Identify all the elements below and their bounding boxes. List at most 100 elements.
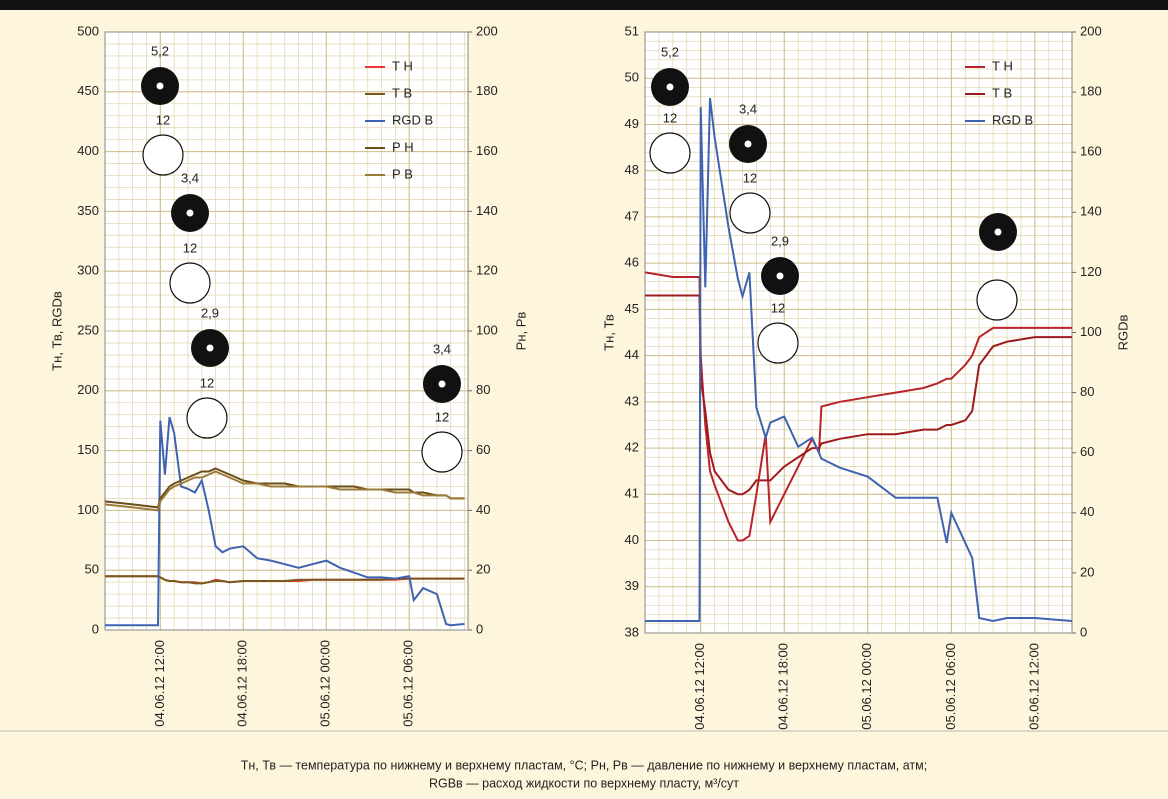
y-tick-label: 50 (625, 70, 639, 85)
marker-circle (186, 397, 228, 439)
annotation: 3,4 (739, 101, 757, 116)
y-tick-label: 50 (85, 562, 99, 577)
y-tick-label: 250 (77, 322, 99, 337)
y2-tick-label: 140 (476, 203, 498, 218)
legend-label: Т Н (992, 58, 1013, 73)
legend-label: Р Н (392, 139, 414, 154)
legend-label: Т В (992, 85, 1012, 100)
y2-tick-label: 60 (476, 442, 490, 457)
legend-label: Т Н (392, 58, 413, 73)
annotation: 2,9 (201, 305, 219, 320)
y2-tick-label: 120 (1080, 264, 1102, 279)
y2-tick-label: 180 (1080, 84, 1102, 99)
y-tick-label: 46 (625, 255, 639, 270)
marker-hole (438, 380, 446, 388)
y-tick-label: 43 (625, 393, 639, 408)
x-tick-label: 05.06.12 12:00 (1026, 643, 1041, 730)
plot-frame (644, 31, 1073, 634)
marker-circle (421, 431, 463, 473)
annotation: 3,4 (433, 341, 451, 356)
marker-hole (186, 209, 194, 217)
y-tick-label: 38 (625, 624, 639, 639)
x-tick-label: 05.06.12 00:00 (318, 640, 333, 727)
annotation: 2,9 (771, 233, 789, 248)
marker-circle (757, 322, 799, 364)
legend-label: RGD В (992, 112, 1033, 127)
annotation: 12 (183, 240, 197, 255)
y2-tick-label: 20 (1080, 564, 1094, 579)
plot-area (645, 32, 1072, 633)
y2-tick-label: 80 (476, 382, 490, 397)
annotation: 12 (435, 409, 449, 424)
y-tick-label: 300 (77, 263, 99, 278)
x-tick-label: 05.06.12 06:00 (943, 643, 958, 730)
y-tick-label: 48 (625, 162, 639, 177)
legend-label: RGD В (392, 112, 433, 127)
y2-tick-label: 200 (1080, 23, 1102, 38)
caption-line: Тн, Тв — температура по нижнему и верхне… (241, 758, 927, 772)
y-tick-label: 40 (625, 532, 639, 547)
y2-tick-label: 160 (476, 143, 498, 158)
series-line (105, 575, 465, 585)
y2-tick-label: 60 (1080, 444, 1094, 459)
y-tick-label: 49 (625, 116, 639, 131)
y2-tick-label: 100 (476, 322, 498, 337)
y-tick-label: 44 (625, 347, 639, 362)
series-line (645, 97, 1073, 623)
x-tick-label: 04.06.12 12:00 (152, 640, 167, 727)
annotation: 12 (771, 300, 785, 315)
marker-circle (169, 262, 211, 304)
y-tick-label: 400 (77, 143, 99, 158)
top-bar (0, 0, 1168, 10)
y-tick-label: 39 (625, 578, 639, 593)
y2-tick-label: 40 (476, 502, 490, 517)
y-tick-label: 47 (625, 208, 639, 223)
annotation: 3,4 (181, 170, 199, 185)
y2-tick-label: 80 (1080, 384, 1094, 399)
y2-tick-label: 120 (476, 263, 498, 278)
marker-hole (744, 140, 752, 148)
series-line (104, 470, 465, 512)
y2-tick-label: 100 (1080, 324, 1102, 339)
marker-circle (142, 134, 184, 176)
y-tick-label: 200 (77, 382, 99, 397)
series-line (104, 467, 465, 509)
y-tick-label: 42 (625, 440, 639, 455)
y2-tick-label: 40 (1080, 504, 1094, 519)
y2-tick-label: 0 (476, 621, 483, 636)
y-tick-label: 500 (77, 23, 99, 38)
y-tick-label: 51 (625, 23, 639, 38)
y-axis-label: Тн, Тв (601, 314, 616, 351)
series-line (105, 416, 465, 627)
y-tick-label: 45 (625, 301, 639, 316)
y2-tick-label: 180 (476, 83, 498, 98)
annotation: 5,2 (151, 43, 169, 58)
y-tick-label: 100 (77, 502, 99, 517)
marker-circle (729, 192, 771, 234)
legend-label: Р В (392, 166, 413, 181)
y2-tick-label: 140 (1080, 204, 1102, 219)
y-tick-label: 41 (625, 486, 639, 501)
marker-hole (776, 272, 784, 280)
marker-hole (206, 344, 214, 352)
y2-tick-label: 0 (1080, 624, 1087, 639)
x-tick-label: 05.06.12 06:00 (401, 640, 416, 727)
marker-circle (976, 279, 1018, 321)
caption-line: RGBв — расход жидкости по верхнему пласт… (429, 776, 739, 790)
annotation: 12 (156, 112, 170, 127)
series-line (645, 294, 1072, 496)
y2-axis-label: RGDв (1115, 315, 1130, 351)
y-tick-label: 450 (77, 83, 99, 98)
y-tick-label: 350 (77, 203, 99, 218)
x-tick-label: 04.06.12 18:00 (235, 640, 250, 727)
marker-hole (666, 83, 674, 91)
y2-axis-label: Рн, Рв (513, 312, 528, 351)
y2-tick-label: 20 (476, 562, 490, 577)
x-tick-label: 04.06.12 18:00 (776, 643, 791, 730)
annotation: 12 (200, 375, 214, 390)
annotation: 12 (663, 110, 677, 125)
y2-tick-label: 200 (476, 23, 498, 38)
x-tick-label: 05.06.12 00:00 (859, 643, 874, 730)
y-tick-label: 0 (92, 621, 99, 636)
